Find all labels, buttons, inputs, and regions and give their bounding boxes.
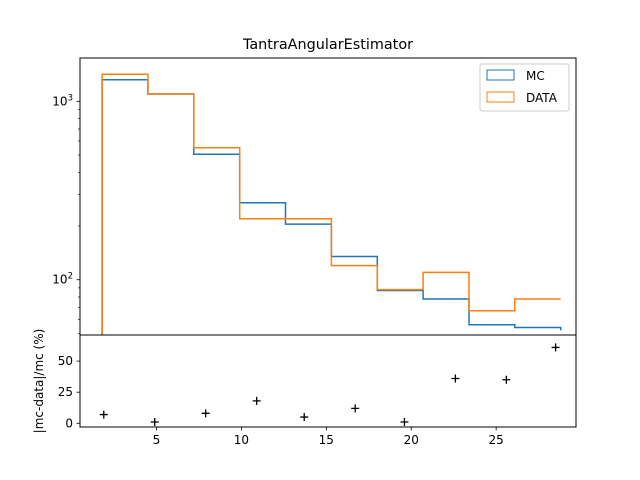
legend-swatch-data [486, 91, 515, 103]
bottom-y-tick-label: 0 [65, 416, 73, 430]
x-tick-label: 20 [404, 433, 419, 447]
x-tick-label: 25 [489, 433, 504, 447]
legend-label-mc: MC [526, 69, 545, 83]
bottom-y-tick-label: 50 [58, 354, 73, 368]
ratio-point [351, 404, 360, 413]
bottom-x-ticks: 5 10 15 20 25 [153, 427, 504, 447]
ratio-point [201, 409, 210, 418]
top-panel: 102 103 MC DATA [52, 57, 577, 336]
ratio-point [252, 396, 261, 405]
ratio-point [99, 410, 108, 419]
top-y-tick-label: 103 [52, 93, 73, 108]
ratio-point [502, 375, 511, 384]
x-tick-label: 10 [234, 433, 249, 447]
ratio-markers-group [99, 343, 560, 427]
legend-label-data: DATA [526, 91, 558, 105]
top-y-tick-label: 102 [52, 272, 73, 287]
ratio-point [551, 343, 560, 352]
ratio-point [400, 418, 409, 427]
x-tick-label: 15 [319, 433, 334, 447]
bottom-panel: 5 10 15 20 25 0 25 50 |mc-data|/mc (%) [32, 329, 577, 447]
chart-title: TantraAngularEstimator [242, 37, 413, 53]
ratio-point [451, 374, 460, 383]
histogram-series-group [101, 73, 562, 335]
ratio-point [150, 418, 159, 427]
legend: MC DATA [479, 63, 570, 112]
legend-swatch-mc [486, 69, 515, 81]
bottom-y-ticks: 0 25 50 [58, 354, 80, 430]
x-tick-label: 5 [153, 433, 161, 447]
bottom-axes-frame [79, 334, 577, 428]
bottom-y-tick-label: 25 [58, 385, 73, 399]
legend-box [479, 63, 570, 112]
bottom-y-axis-label: |mc-data|/mc (%) [32, 329, 46, 434]
ratio-point [300, 413, 309, 422]
histogram-series-data [101, 73, 561, 335]
